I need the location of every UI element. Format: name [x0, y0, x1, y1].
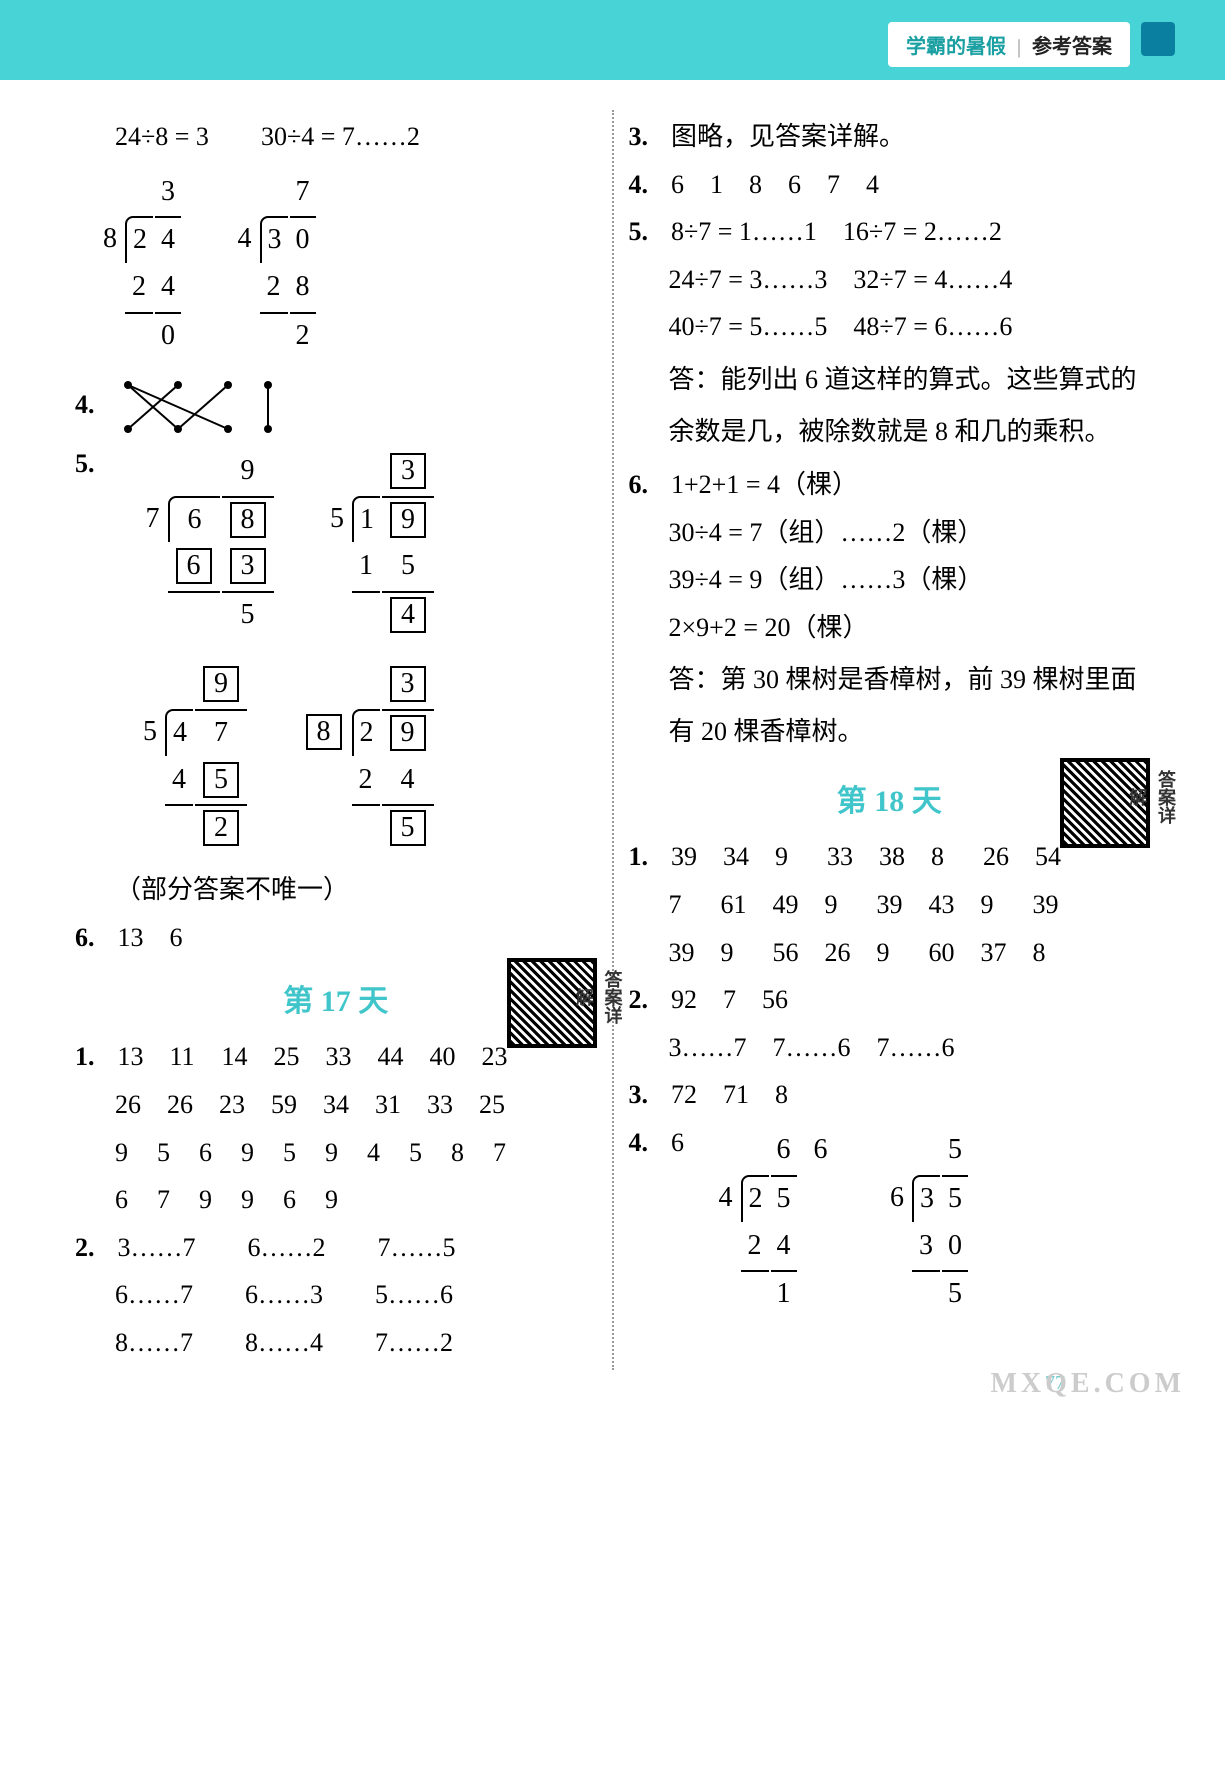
d18-q2: 2. 92 7 56: [629, 979, 1151, 1021]
watermark: MXQE.COM: [990, 1368, 1185, 1400]
qr-label: 答案详解: [1122, 768, 1180, 826]
r-q5-l3: 40÷7 = 5……5 48÷7 = 6……6: [629, 306, 1151, 348]
top-equations: 24÷8 = 3 30÷4 = 7……2: [75, 116, 597, 158]
eq-1: 24÷8 = 3: [115, 122, 209, 151]
q6: 6. 13 6: [75, 917, 597, 959]
banner-left: 学霸的暑假: [906, 36, 1006, 58]
q5-div-d: 3 829 24 5: [296, 660, 436, 853]
r-q6-answer: 答：第 30 棵树是香樟树，前 39 棵树里面有 20 棵香樟树。: [629, 654, 1151, 758]
d17-q1-row1: 1311142533444023: [118, 1042, 534, 1071]
q6-values: 13 6: [118, 923, 183, 952]
q4-matching: 4.: [75, 377, 597, 437]
d17-q2-row2: 6……7 6……3 5……6: [75, 1274, 597, 1316]
r-q3: 3. 图略，见答案详解。: [629, 116, 1151, 158]
d17-q2-row3: 8……7 8……4 7……2: [75, 1322, 597, 1364]
q6-label: 6.: [75, 917, 111, 959]
q5: 5. 9 768 63 5 3 519 15 4: [75, 443, 597, 650]
q4-label: 4.: [75, 384, 111, 426]
left-column: 24÷8 = 3 30÷4 = 7……2 3 824 24 0 7: [60, 110, 614, 1370]
r-q5: 5. 8÷7 = 1……1 16÷7 = 2……2: [629, 211, 1151, 253]
d17-q2-row1: 3……7 6……2 7……5: [118, 1233, 456, 1262]
match-lines-icon: [118, 377, 278, 437]
r-q6: 6. 1+2+1 = 4（棵）: [629, 464, 1151, 506]
banner-right: 参考答案: [1032, 36, 1112, 58]
d18-q4: 4. 6 66 425 24 1 5 635 30 5: [629, 1122, 1151, 1329]
d17-q2-label: 2.: [75, 1227, 111, 1269]
q5-div-c: 9 547 45 2: [135, 660, 249, 853]
banner-divider: |: [1017, 36, 1021, 58]
q5-label: 5.: [75, 443, 111, 485]
d18-q4-ld1: 66 425 24 1: [711, 1126, 836, 1319]
qr-label: 答案详解: [569, 968, 627, 1026]
day-17-heading: 第 17 天 答案详解: [75, 978, 597, 1026]
q5-div-a: 9 768 63 5: [138, 447, 276, 640]
r-q6-l2: 30÷4 = 7（组）……2（棵）: [629, 512, 1151, 554]
day-18-heading: 第 18 天 答案详解: [629, 778, 1151, 826]
r-q6-l4: 2×9+2 = 20（棵）: [629, 607, 1151, 649]
d17-q1-row2: 2626235934313325: [75, 1084, 597, 1126]
d18-q4-ld2: 5 635 30 5: [882, 1126, 970, 1319]
r-q5-answer: 答：能列出 6 道这样的算式。这些算式的余数是几，被除数就是 8 和几的乘积。: [629, 354, 1151, 458]
brand-logo-icon: [1141, 22, 1175, 56]
d17-q1-row3: 9569594587: [75, 1132, 597, 1174]
d17-q1-row4: 679969: [75, 1179, 597, 1221]
q5-note: （部分答案不唯一）: [75, 869, 597, 911]
right-column: 3. 图略，见答案详解。 4. 6 1 8 6 7 4 5. 8÷7 = 1………: [614, 110, 1166, 1370]
long-division-1: 3 824 24 0: [95, 168, 183, 361]
d17-q1-label: 1.: [75, 1036, 111, 1078]
long-division-2: 7 430 28 2: [230, 168, 318, 361]
header-tab: 学霸的暑假 | 参考答案: [888, 22, 1130, 67]
top-banner: 学霸的暑假 | 参考答案: [0, 0, 1225, 80]
d18-q2-extra: 3……7 7……6 7……6: [629, 1027, 1151, 1069]
d18-q1-row2: 7614993943939: [629, 884, 1151, 926]
r-q4: 4. 6 1 8 6 7 4: [629, 164, 1151, 206]
q5-div-b: 3 519 15 4: [322, 447, 436, 640]
d18-q1-row3: 3995626960378: [629, 932, 1151, 974]
d17-q2: 2. 3……7 6……2 7……5: [75, 1227, 597, 1269]
d18-q3: 3. 72 71 8: [629, 1074, 1151, 1116]
eq-2: 30÷4 = 7……2: [261, 122, 420, 151]
d18-q1-row1: 39349333882654: [671, 842, 1087, 871]
r-q6-l3: 39÷4 = 9（组）……3（棵）: [629, 559, 1151, 601]
r-q5-l2: 24÷7 = 3……3 32÷7 = 4……4: [629, 259, 1151, 301]
